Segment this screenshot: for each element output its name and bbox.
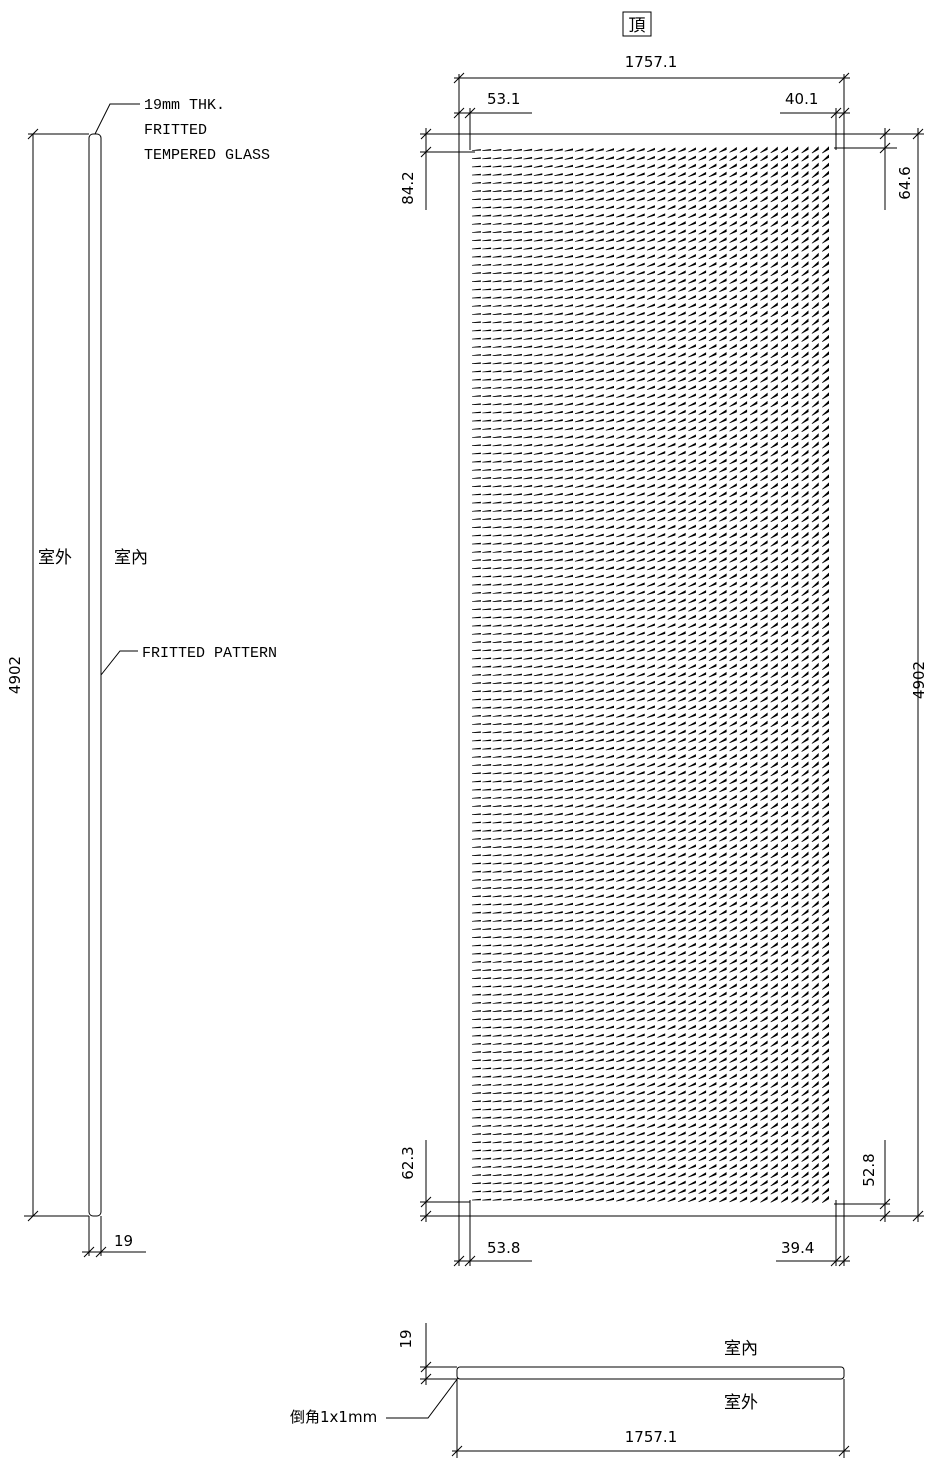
left-top-margin-dim: 84.2 bbox=[399, 171, 417, 204]
glass-note-leader bbox=[94, 103, 140, 135]
side-outdoor-label: 室外 bbox=[38, 548, 72, 568]
glass-note-line-3: TEMPERED GLASS bbox=[144, 147, 270, 164]
right-bottom-margin-dim: 52.8 bbox=[860, 1153, 878, 1186]
side-height-dim: 4902 bbox=[6, 656, 24, 694]
pattern-note-leader bbox=[100, 650, 138, 676]
section-thickness-dim: 19 bbox=[397, 1329, 415, 1348]
section-outdoor-label: 室外 bbox=[724, 1393, 758, 1413]
side-thickness-dim: 19 bbox=[114, 1232, 133, 1250]
glass-panel-outline bbox=[458, 133, 845, 1217]
chamfer-note: 倒角1x1mm bbox=[290, 1408, 377, 1426]
glass-note-line-1: 19mm THK. bbox=[144, 97, 225, 114]
pattern-note: FRITTED PATTERN bbox=[142, 645, 277, 662]
side-indoor-label: 室內 bbox=[114, 548, 148, 568]
left-bottom-margin-dim: 62.3 bbox=[399, 1146, 417, 1179]
section-view: 19 室內 室外 倒角1x1mm 1757.1 bbox=[290, 1323, 850, 1458]
bottom-left-margin-dim: 53.8 bbox=[487, 1239, 520, 1257]
top-right-margin-dim: 40.1 bbox=[785, 90, 818, 108]
side-view: 19mm THK. FRITTED TEMPERED GLASS FRITTED… bbox=[6, 97, 277, 1258]
glass-section bbox=[456, 1366, 845, 1380]
top-left-margin-dim: 53.1 bbox=[487, 90, 520, 108]
elevation-height-dim: 4902 bbox=[910, 661, 928, 699]
right-top-margin-dim: 64.6 bbox=[896, 166, 914, 199]
top-marker: 頂 bbox=[622, 11, 652, 37]
glass-side-edge bbox=[88, 133, 102, 1217]
section-indoor-label: 室內 bbox=[724, 1339, 758, 1359]
frit-dots bbox=[471, 146, 829, 1203]
bottom-right-margin-dim: 39.4 bbox=[781, 1239, 814, 1257]
elevation-width-dim: 1757.1 bbox=[625, 53, 678, 71]
glass-note-line-2: FRITTED bbox=[144, 122, 207, 139]
frit-pattern bbox=[471, 146, 829, 1203]
chamfer-leader bbox=[386, 1377, 459, 1419]
front-elevation: 1757.1 53.1 40.1 84.2 64.6 4902 bbox=[399, 53, 928, 1267]
top-marker-label: 頂 bbox=[629, 16, 646, 36]
section-width-dim: 1757.1 bbox=[625, 1428, 678, 1446]
